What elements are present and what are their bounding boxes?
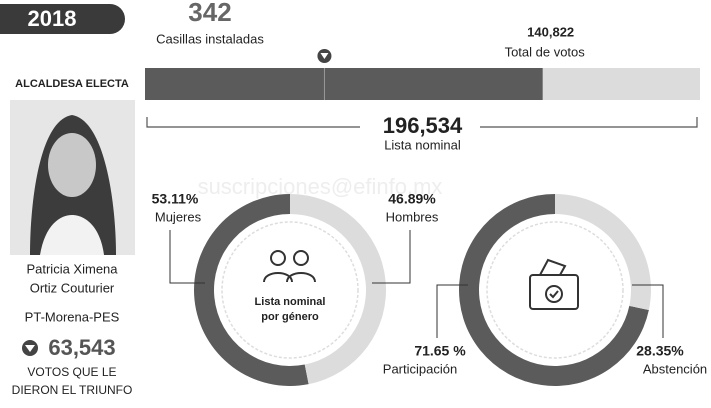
axis-bracket (146, 117, 698, 128)
donut-slice (290, 194, 387, 385)
candidate-votes: 63,543 (48, 335, 115, 360)
slice-value-label: 71.65 % (414, 343, 466, 359)
bar-value-caption: Total de votos (505, 44, 586, 59)
slice-category-label: Participación (383, 361, 457, 376)
casillas-count: 342 (188, 0, 231, 27)
donut-inner-ring (221, 221, 359, 359)
leader-line (632, 284, 664, 338)
leader-line (169, 230, 205, 284)
people-icon (263, 250, 316, 283)
donut-center-label: por género (261, 311, 319, 323)
slice-category-label: Mujeres (155, 209, 202, 224)
candidate-photo (10, 100, 135, 255)
bar-value-label: 140,822 (527, 24, 574, 39)
vote-icon (25, 345, 35, 352)
donut-center-label: Lista nominal (255, 296, 326, 308)
leader-line (436, 284, 468, 338)
votes-caption: DIERON EL TRIUNFO (12, 383, 133, 397)
candidate-name: Ortiz Couturier (30, 280, 115, 295)
candidate-party: PT-Morena-PES (25, 309, 120, 324)
year-badge (0, 4, 125, 34)
axis-label: Lista nominal (384, 137, 461, 152)
axis-tick-label: 196,534 (383, 113, 463, 138)
bar (145, 68, 543, 100)
slice-value-label: 46.89% (388, 191, 436, 207)
donut-slice (555, 194, 652, 311)
winner-marker (320, 53, 329, 59)
donut-slice (194, 194, 309, 386)
watermark: suscripciones@efinfo.mx (198, 174, 443, 199)
donut-inner-ring (486, 221, 624, 359)
year: 2018 (28, 6, 77, 31)
leader-line (372, 230, 411, 284)
slice-category-label: Hombres (386, 209, 439, 224)
candidate-heading: ALCALDESA ELECTA (15, 78, 129, 90)
casillas-caption: Casillas instaladas (156, 31, 264, 46)
ballot-icon (529, 258, 579, 310)
slice-value-label: 53.11% (152, 191, 199, 207)
candidate-name: Patricia Ximena (26, 261, 118, 276)
slice-category-label: Abstención (643, 361, 707, 376)
slice-value-label: 28.35% (636, 343, 684, 359)
votes-caption: VOTOS QUE LE (27, 365, 116, 379)
